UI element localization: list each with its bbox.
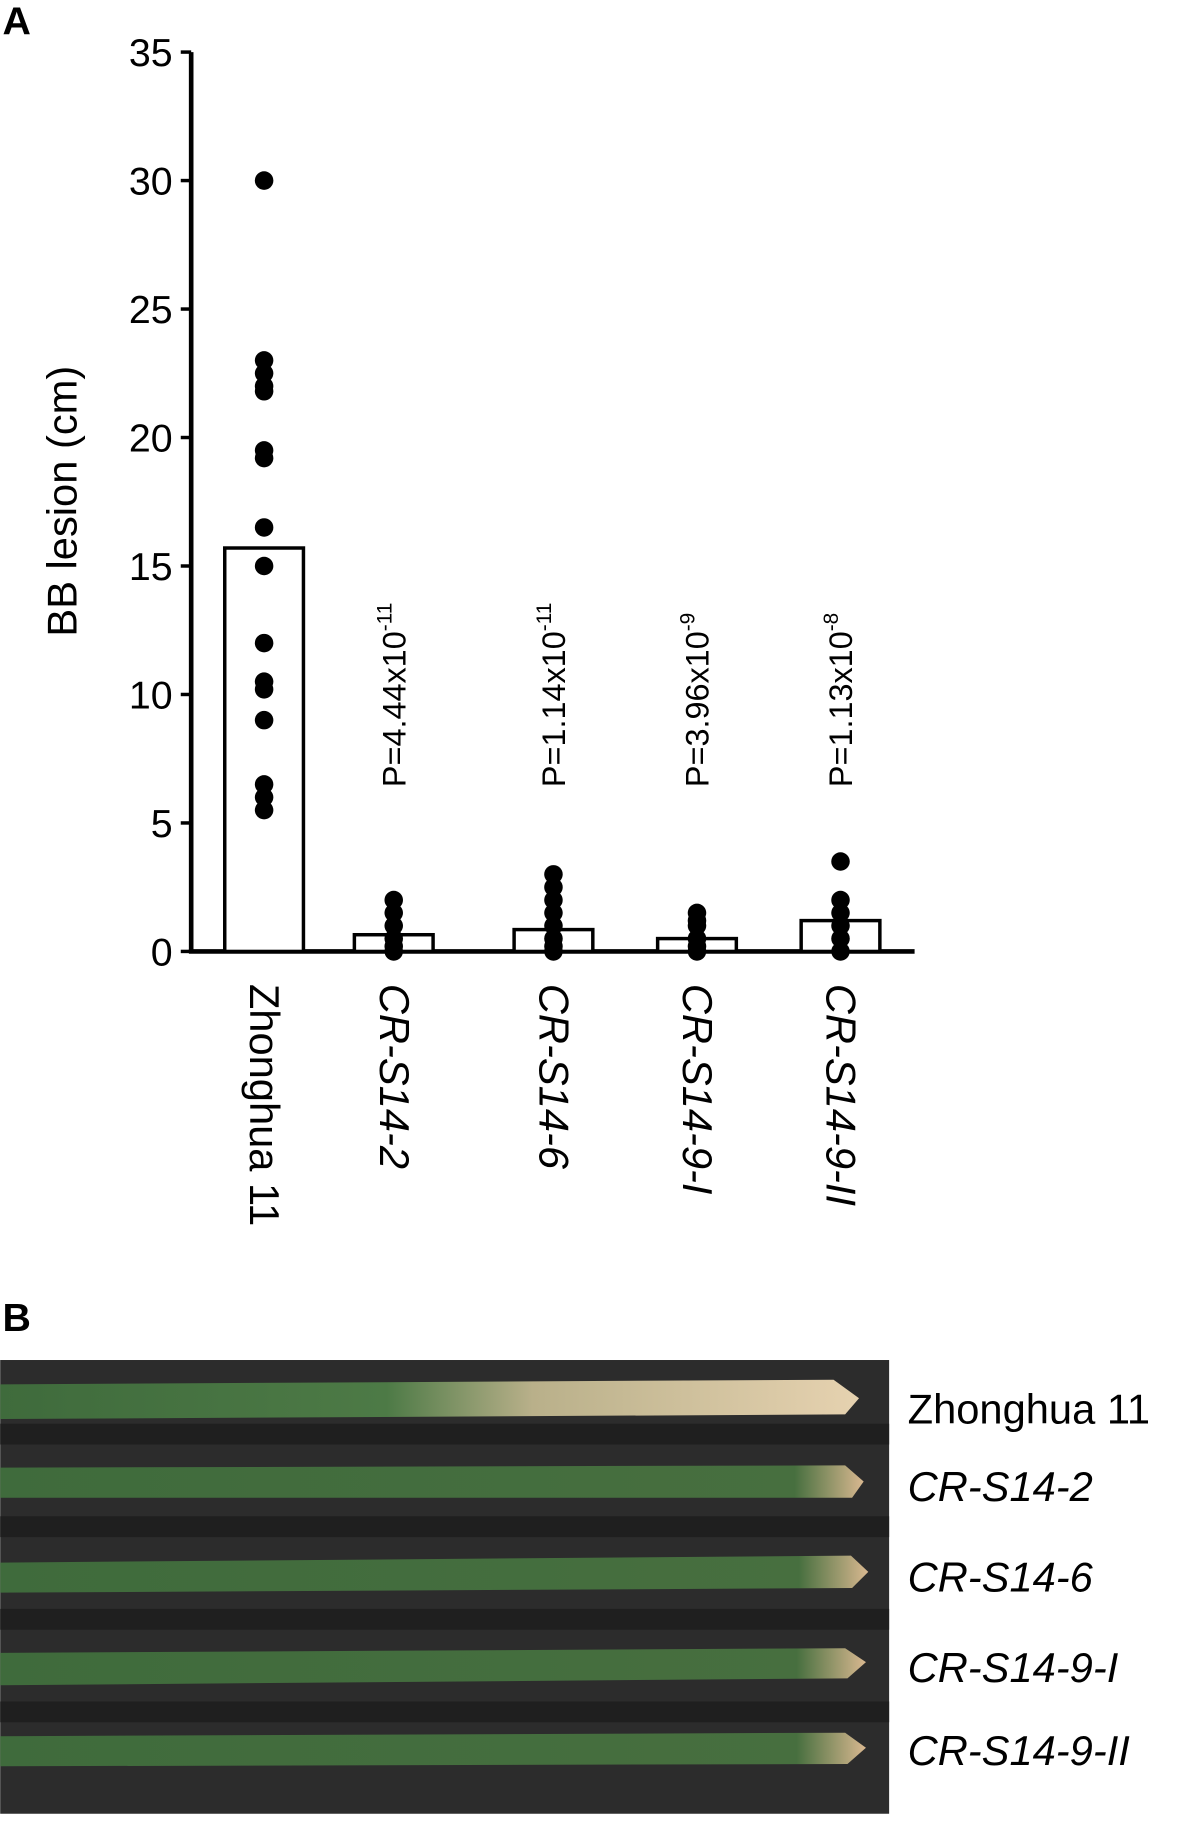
- p-value-exponent: -8: [820, 613, 843, 632]
- y-tick-label: 30: [129, 159, 173, 203]
- data-point: [544, 877, 563, 897]
- panel-label: B: [3, 1296, 31, 1340]
- data-point: [831, 916, 850, 935]
- y-tick-label: 35: [129, 31, 173, 75]
- data-point: [544, 916, 563, 935]
- data-point: [254, 680, 274, 699]
- p-value-exponent: -11: [533, 603, 556, 632]
- p-value-text: P=4.44x10: [376, 631, 412, 787]
- leaf: [0, 1732, 866, 1767]
- p-value-text: P=1.14x10: [536, 631, 572, 787]
- leaf: [0, 1465, 864, 1498]
- photo-background: [0, 1608, 890, 1630]
- photo-background: [0, 1423, 890, 1445]
- data-point: [831, 903, 850, 923]
- data-point: [254, 800, 274, 820]
- y-tick-label: 20: [129, 416, 173, 460]
- data-point: [254, 171, 274, 190]
- y-tick-label: 25: [129, 288, 173, 332]
- panel-label: A: [3, 0, 31, 44]
- p-value-text: P=3.96x10: [680, 631, 716, 787]
- x-tick-label: CR-S14-2: [371, 984, 418, 1169]
- data-point: [384, 903, 403, 923]
- p-value: P=4.44x10-11: [373, 603, 412, 787]
- leaf: [0, 1379, 860, 1420]
- y-axis-label: BB lesion (cm): [39, 366, 86, 637]
- data-point: [254, 382, 274, 401]
- plot: 0 5 10 15 20 25 30 35 Zhonghua 11 CR-S14-2 CR-S14-…: [129, 31, 915, 1226]
- data-point: [544, 942, 563, 961]
- leaf-label: Zhonghua 11: [908, 1386, 1150, 1433]
- y-tick-label: 15: [129, 545, 173, 589]
- leaf: [0, 1555, 869, 1593]
- data-point: [254, 787, 274, 807]
- p-value: P=3.96x10-9: [677, 613, 716, 787]
- data-point: [384, 916, 403, 935]
- p-value-exponent: -11: [373, 603, 396, 632]
- leaf-label: CR-S14-9-II: [908, 1727, 1131, 1774]
- leaf-label: CR-S14-2: [908, 1463, 1093, 1510]
- data-point: [254, 364, 274, 383]
- p-value-exponent: -9: [677, 613, 700, 632]
- data-point: [687, 942, 707, 961]
- x-tick-label: Zhonghua 11: [241, 984, 288, 1226]
- data-point: [544, 865, 563, 884]
- p-value: P=1.14x10-11: [533, 603, 572, 787]
- data-point: [254, 448, 274, 468]
- data-point: [831, 942, 850, 961]
- data-point: [254, 518, 274, 537]
- data-point: [254, 351, 274, 370]
- bar: [223, 546, 306, 954]
- data-point: [831, 890, 850, 910]
- data-point: [544, 890, 563, 910]
- data-point: [687, 916, 707, 935]
- x-tick-label: CR-S14-9-I: [674, 984, 721, 1195]
- y-tick-label: 10: [129, 673, 173, 717]
- data-point: [831, 852, 850, 871]
- x-tick-label: CR-S14-6: [531, 984, 578, 1170]
- photo-background: [0, 1701, 890, 1723]
- y-tick-label: 5: [151, 802, 173, 846]
- photo-background: [0, 1516, 890, 1538]
- x-tick-label: CR-S14-9-II: [818, 984, 865, 1207]
- leaf: [0, 1648, 866, 1686]
- data-point: [831, 929, 850, 948]
- leaf-label: CR-S14-6: [908, 1554, 1094, 1601]
- y-tick-label: 0: [151, 930, 173, 974]
- data-point: [254, 710, 274, 730]
- p-value-text: P=1.13x10: [823, 631, 859, 787]
- data-point: [254, 633, 274, 653]
- data-point: [544, 903, 563, 923]
- data-point: [384, 942, 403, 961]
- leaf-label: CR-S14-9-I: [908, 1644, 1119, 1691]
- leaf-photo: Zhonghua 11 CR-S14-2 CR-S14-6 CR-S14-9-I CR-…: [0, 1360, 1150, 1814]
- data-point: [254, 556, 274, 576]
- data-point: [384, 890, 403, 910]
- p-value: P=1.13x10-8: [820, 613, 859, 787]
- data-point: [254, 775, 274, 794]
